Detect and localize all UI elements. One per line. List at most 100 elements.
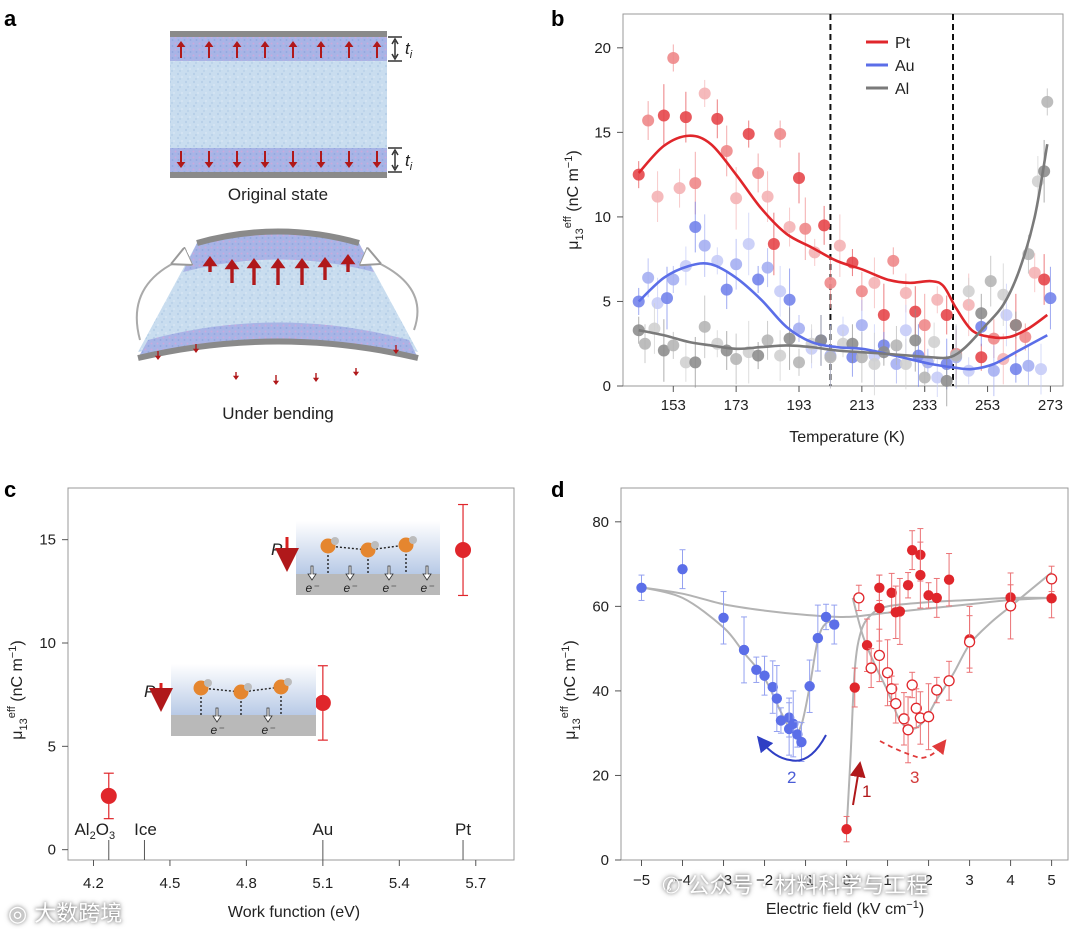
dipole-arrow-up-icon xyxy=(232,41,242,47)
bottom-electrode xyxy=(170,172,387,178)
y-tick-label: 40 xyxy=(592,683,609,700)
bent-dipole-arrow-down-icon xyxy=(154,355,162,360)
water-molecules-pt: e⁻ e⁻ e⁻ e⁻ xyxy=(305,536,435,595)
dipole-arrow-up-icon xyxy=(372,41,382,47)
data-point-pt xyxy=(877,308,890,321)
bent-dipole-arrow-down-icon xyxy=(392,349,400,354)
data-point-pt xyxy=(742,128,755,141)
data-point-au xyxy=(1009,363,1022,376)
data-point-pt xyxy=(651,190,664,203)
data-point-al xyxy=(774,349,787,362)
data-point-al xyxy=(730,352,743,365)
data-point-au xyxy=(1035,363,1047,376)
dipole-arrow-up-icon xyxy=(316,41,326,47)
data-point-au xyxy=(1022,359,1035,372)
fit-curve-au xyxy=(637,262,1048,371)
data-point-al xyxy=(657,344,670,357)
fit-curve-al xyxy=(638,143,1049,360)
data-point-pt xyxy=(833,239,846,252)
x-tick-label: −4 xyxy=(674,872,691,889)
data-point-al xyxy=(639,337,651,350)
dipole-arrow-down-icon xyxy=(232,162,242,168)
data-point-sweep-1 xyxy=(915,569,926,581)
data-point-sweep-3 xyxy=(865,662,877,674)
dipole-arrow-up-icon xyxy=(260,41,270,47)
bent-dipole-arrow-down-icon xyxy=(192,348,200,353)
data-point-sweep-1 xyxy=(1046,593,1057,604)
data-point-al xyxy=(962,285,975,298)
data-point-sweep-1 xyxy=(841,823,852,835)
data-point-pt xyxy=(975,351,988,364)
top-dipole-arrows xyxy=(176,41,382,58)
watermark-left: ◎ 大数跨境 xyxy=(8,902,123,927)
y-tick-label: 80 xyxy=(592,514,609,531)
wechat-icon: ✆ xyxy=(662,874,681,899)
panel-a-letter: a xyxy=(4,6,17,31)
data-point-al xyxy=(909,334,922,347)
x-tick-label: 233 xyxy=(912,397,937,414)
x-tick-label: −1 xyxy=(797,872,814,889)
fit-curve-pt xyxy=(637,134,1049,340)
y-tick-label: 15 xyxy=(594,124,611,141)
data-point-sweep-3 xyxy=(873,649,886,662)
x-tick-label: 213 xyxy=(849,397,874,414)
data-point-sweep-2 xyxy=(738,644,750,656)
data-point-sweep-2 xyxy=(718,612,729,623)
data-point-sweep-1 xyxy=(943,574,955,585)
x-tick-label: 173 xyxy=(724,397,749,414)
dipole-arrow-down-icon xyxy=(260,162,270,168)
hydrogen-atom xyxy=(371,541,379,549)
legend-label-pt: Pt xyxy=(895,35,911,52)
data-point-sweep-2 xyxy=(767,681,778,693)
watermark-right: ✆ 公众号 · 材料科学与工程 xyxy=(662,874,929,899)
data-point-sweep-3 xyxy=(906,679,918,691)
data-point-pt xyxy=(855,285,868,298)
dipole-arrow-down-icon xyxy=(204,162,214,168)
sweep-label-2: 2 xyxy=(787,768,796,787)
bent-bottom-electrode xyxy=(137,338,419,361)
electron-label: e⁻ xyxy=(343,581,358,595)
electron-arrow-icon xyxy=(384,565,394,581)
data-point-au xyxy=(855,319,868,332)
data-point-pt xyxy=(824,276,837,289)
data-point-pt xyxy=(761,190,774,203)
data-point-al xyxy=(689,356,702,369)
data-point-sweep-2 xyxy=(759,670,770,681)
y-tick-label: 0 xyxy=(603,378,611,395)
data-point-al xyxy=(793,356,805,369)
x-tick-label: 153 xyxy=(661,397,686,414)
x-tick-label: 4.5 xyxy=(160,875,181,892)
data-point-pt xyxy=(667,51,680,64)
data-point-al xyxy=(783,332,796,345)
x-tick-label: −5 xyxy=(633,872,650,889)
water-molecules-au: e⁻ e⁻ xyxy=(193,678,292,737)
material-labels-c: Al2O3 Ice Au Pt xyxy=(74,820,471,860)
data-point-sweep-2 xyxy=(804,681,815,692)
electron-arrow-icon xyxy=(307,565,317,581)
data-point-au xyxy=(711,254,724,267)
inset-schematic-au: P e⁻ e⁻ xyxy=(144,664,316,737)
y-tick-label: 15 xyxy=(39,532,56,549)
weibo-icon: ◎ xyxy=(8,902,28,927)
bent-top-electrode xyxy=(196,228,360,246)
electron-arrow-icon xyxy=(263,707,273,723)
dipole-arrow-down-icon xyxy=(316,162,326,168)
data-point-al xyxy=(1009,319,1022,332)
data-point-pt xyxy=(730,192,743,205)
x-ticks-c: 4.2 4.5 4.8 5.1 5.4 5.7 xyxy=(83,860,486,892)
data-point-au xyxy=(987,364,1000,377)
dipole-arrow-down-icon xyxy=(344,162,354,168)
data-point-sweep-3 xyxy=(898,713,910,725)
legend-b: Pt Au Al xyxy=(866,35,915,98)
hydrogen-atom xyxy=(331,537,339,545)
data-point-sweep-1 xyxy=(874,582,885,593)
data-points-c xyxy=(100,503,472,820)
y-tick-label: 10 xyxy=(594,209,611,226)
x-tick-label: 4.8 xyxy=(236,875,257,892)
electron-label: e⁻ xyxy=(420,581,435,595)
inset-schematic-pt: P e⁻ e⁻ e⁻ e⁻ xyxy=(271,521,440,595)
data-point-sweep-3 xyxy=(886,683,898,695)
data-point-pt xyxy=(931,293,944,306)
data-point-au xyxy=(742,237,755,250)
